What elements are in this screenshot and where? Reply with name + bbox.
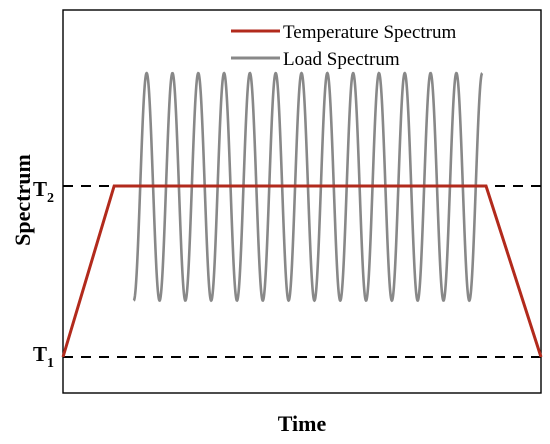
legend-label-load: Load Spectrum [283, 49, 400, 70]
y-tick-label-t1: T1 [33, 342, 54, 371]
temperature-spectrum-layer [61, 184, 543, 358]
legend-label-temperature: Temperature Spectrum [283, 22, 457, 43]
x-axis-label: Time [278, 411, 327, 436]
y-tick-label-t2: T2 [33, 177, 54, 206]
plot-frame [62, 9, 542, 394]
y-axis-label: Spectrum [10, 154, 35, 246]
legend: Temperature Spectrum Load Spectrum [231, 22, 457, 70]
series-temperature-spectrum [61, 184, 543, 358]
reference-lines [63, 185, 541, 358]
